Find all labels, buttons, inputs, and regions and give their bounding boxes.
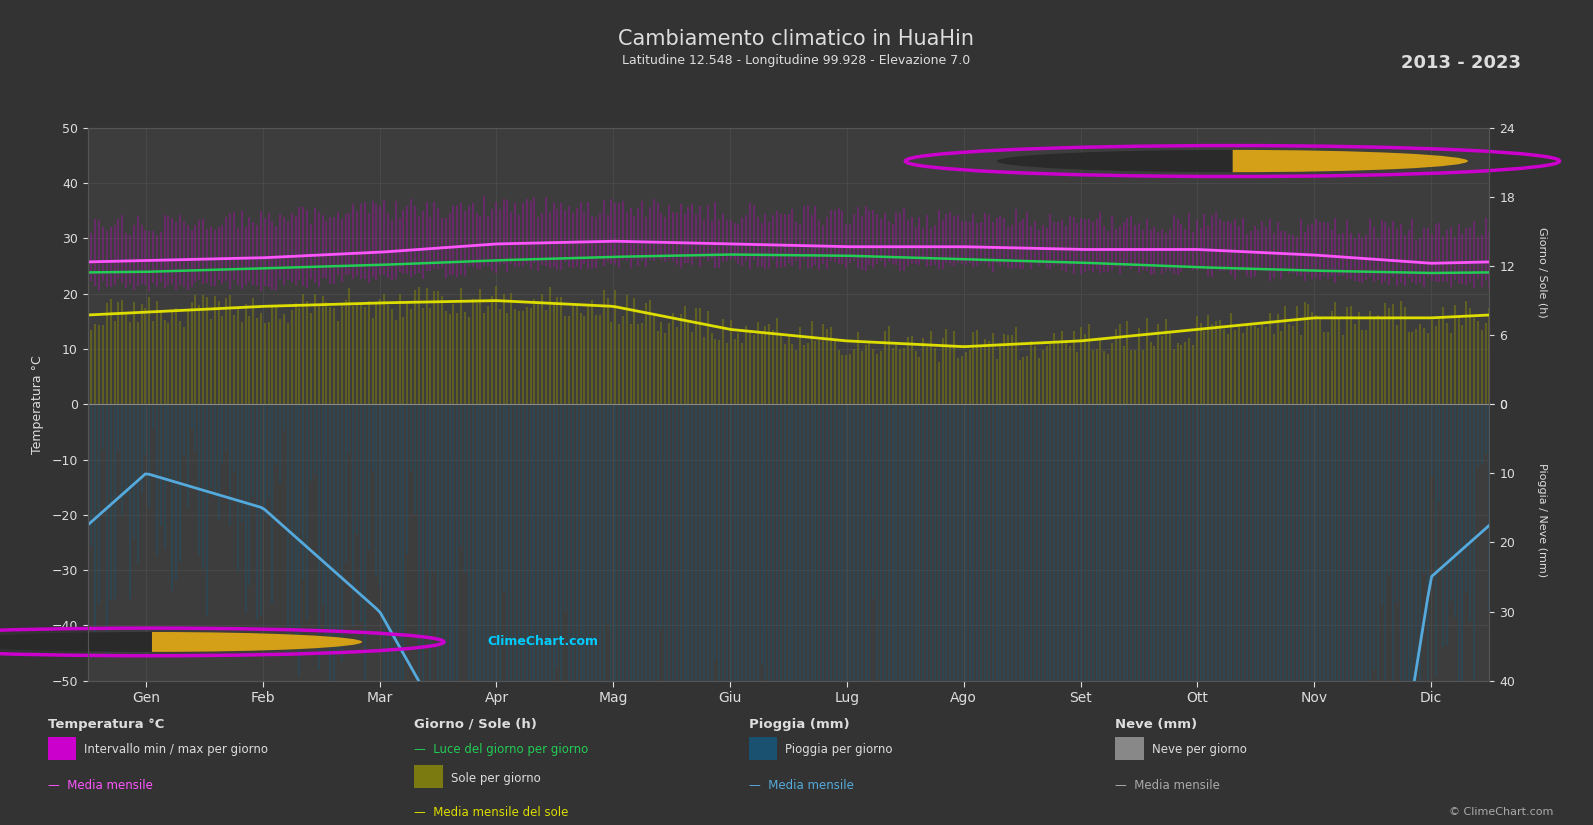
Text: Pioggia (mm): Pioggia (mm)	[749, 718, 849, 731]
Wedge shape	[997, 150, 1233, 172]
Text: 2013 - 2023: 2013 - 2023	[1402, 54, 1521, 72]
Text: Pioggia per giorno: Pioggia per giorno	[785, 742, 892, 756]
Text: Intervallo min / max per giorno: Intervallo min / max per giorno	[84, 742, 269, 756]
Text: Pioggia / Neve (mm): Pioggia / Neve (mm)	[1537, 463, 1547, 577]
Text: Cambiamento climatico in HuaHin: Cambiamento climatico in HuaHin	[618, 29, 975, 49]
Text: —  Media mensile: — Media mensile	[749, 779, 854, 792]
Wedge shape	[0, 632, 151, 652]
Text: Giorno / Sole (h): Giorno / Sole (h)	[414, 718, 537, 731]
Text: Sole per giorno: Sole per giorno	[451, 772, 540, 785]
Text: Neve per giorno: Neve per giorno	[1152, 742, 1247, 756]
Text: —  Media mensile del sole: — Media mensile del sole	[414, 806, 569, 819]
Text: Neve (mm): Neve (mm)	[1115, 718, 1198, 731]
Text: —  Media mensile: — Media mensile	[48, 779, 153, 792]
Text: © ClimeChart.com: © ClimeChart.com	[1448, 807, 1553, 817]
Text: Giorno / Sole (h): Giorno / Sole (h)	[1537, 227, 1547, 318]
Text: —  Luce del giorno per giorno: — Luce del giorno per giorno	[414, 742, 588, 756]
Text: Temperatura °C: Temperatura °C	[48, 718, 164, 731]
Text: —  Media mensile: — Media mensile	[1115, 779, 1220, 792]
Wedge shape	[151, 632, 362, 652]
Text: Latitudine 12.548 - Longitudine 99.928 - Elevazione 7.0: Latitudine 12.548 - Longitudine 99.928 -…	[623, 54, 970, 67]
Y-axis label: Temperatura °C: Temperatura °C	[32, 355, 45, 454]
Wedge shape	[1233, 150, 1469, 172]
Text: ClimeChart.com: ClimeChart.com	[487, 635, 599, 648]
